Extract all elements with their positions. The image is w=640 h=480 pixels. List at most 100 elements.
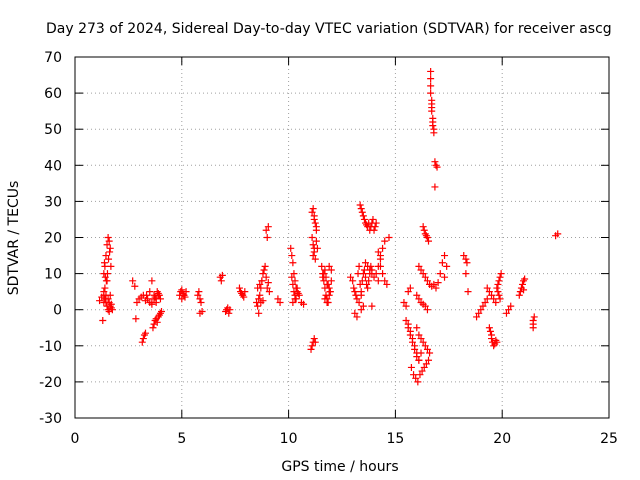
data-point xyxy=(425,237,433,245)
data-point xyxy=(107,262,115,270)
data-point xyxy=(415,295,423,303)
y-tick-label: -30 xyxy=(39,411,62,427)
data-point xyxy=(381,277,389,285)
data-point xyxy=(353,313,361,321)
data-point xyxy=(256,291,264,299)
data-point xyxy=(485,324,493,332)
data-point xyxy=(312,223,320,231)
data-point xyxy=(318,262,326,270)
data-point xyxy=(99,317,107,325)
data-point xyxy=(497,270,505,278)
data-point xyxy=(493,284,501,292)
data-point xyxy=(290,270,298,278)
data-point xyxy=(103,241,111,249)
data-point xyxy=(494,288,502,296)
data-point xyxy=(103,270,111,278)
data-point xyxy=(464,288,472,296)
data-point xyxy=(196,295,204,303)
data-point xyxy=(494,280,502,288)
data-point xyxy=(310,244,318,252)
data-point xyxy=(106,244,114,252)
data-point xyxy=(148,300,156,308)
data-point xyxy=(141,329,149,337)
data-point xyxy=(289,298,297,306)
data-point xyxy=(421,273,429,281)
data-point xyxy=(288,273,296,281)
data-point xyxy=(264,223,272,231)
data-point xyxy=(356,280,364,288)
data-point xyxy=(325,291,333,299)
data-point xyxy=(363,280,371,288)
data-point xyxy=(376,262,384,270)
data-point xyxy=(104,295,112,303)
data-point xyxy=(321,295,329,303)
data-point xyxy=(325,262,333,270)
data-point xyxy=(156,295,164,303)
data-point xyxy=(495,277,503,285)
data-point xyxy=(312,237,320,245)
data-point xyxy=(402,302,410,310)
data-point xyxy=(148,277,156,285)
data-point xyxy=(427,67,435,75)
data-point xyxy=(310,335,318,343)
data-point xyxy=(376,252,384,260)
data-point xyxy=(324,280,332,288)
data-point xyxy=(430,129,438,137)
data-point xyxy=(520,286,528,294)
data-point xyxy=(291,295,299,303)
data-point xyxy=(521,275,529,283)
data-point xyxy=(262,273,270,281)
data-point xyxy=(103,277,111,285)
data-point xyxy=(360,215,368,223)
data-point xyxy=(416,371,424,379)
data-point xyxy=(529,317,537,325)
data-point xyxy=(413,349,421,357)
data-point xyxy=(100,288,108,296)
data-point xyxy=(370,273,378,281)
data-point xyxy=(327,266,335,274)
data-point xyxy=(502,309,510,317)
x-tick-label: 0 xyxy=(71,431,80,447)
data-point xyxy=(108,306,116,314)
data-point xyxy=(217,277,225,285)
data-point xyxy=(404,320,412,328)
data-point xyxy=(415,356,423,364)
data-point xyxy=(479,302,487,310)
data-point xyxy=(554,230,562,238)
x-tick-label: 15 xyxy=(386,431,404,447)
data-point xyxy=(425,356,433,364)
data-point xyxy=(383,280,391,288)
data-point xyxy=(421,342,429,350)
data-point xyxy=(436,270,444,278)
data-point xyxy=(311,338,319,346)
data-point xyxy=(197,298,205,306)
data-point xyxy=(320,277,328,285)
data-point xyxy=(307,345,315,353)
data-point xyxy=(496,295,504,303)
data-point xyxy=(404,288,412,296)
data-point xyxy=(364,284,372,292)
data-point xyxy=(225,309,233,317)
data-point xyxy=(370,226,378,234)
data-point xyxy=(408,335,416,343)
data-point xyxy=(434,279,442,287)
data-point xyxy=(276,298,284,306)
data-point xyxy=(255,295,263,303)
y-tick-label: 50 xyxy=(44,122,62,138)
data-point xyxy=(355,262,363,270)
data-point xyxy=(353,295,361,303)
data-point xyxy=(107,300,115,308)
data-point xyxy=(412,374,420,382)
data-point xyxy=(419,223,427,231)
data-point xyxy=(255,309,263,317)
data-point xyxy=(402,317,410,325)
y-tick-label: 0 xyxy=(53,303,62,319)
data-point xyxy=(372,270,380,278)
data-point xyxy=(133,298,141,306)
data-point xyxy=(462,270,470,278)
data-point xyxy=(300,300,308,308)
data-point xyxy=(101,273,109,281)
data-point xyxy=(131,282,139,290)
data-point xyxy=(427,82,435,90)
data-point xyxy=(379,244,387,252)
